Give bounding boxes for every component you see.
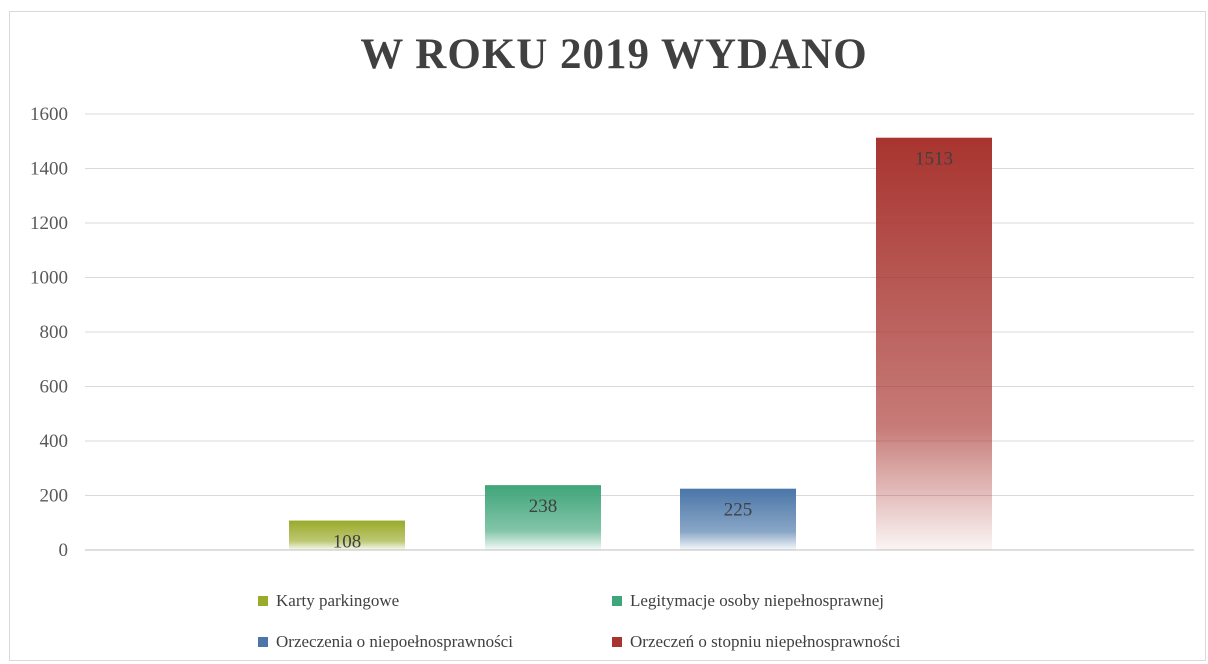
y-tick-label: 1600 [30, 104, 68, 125]
y-tick-label: 200 [40, 486, 69, 507]
data-label: 238 [529, 496, 558, 517]
bar [680, 488, 796, 550]
y-tick-label: 1200 [30, 213, 68, 234]
y-tick-label: 600 [40, 377, 69, 398]
y-tick-label: 1400 [30, 159, 68, 180]
chart-title: W ROKU 2019 WYDANO [360, 31, 868, 78]
gridlines [85, 113, 1194, 551]
bar [289, 520, 405, 550]
data-label: 1513 [915, 149, 953, 170]
y-tick-label: 800 [40, 322, 69, 343]
y-tick-label: 0 [59, 540, 69, 561]
y-tick-label: 400 [40, 431, 69, 452]
bars [289, 137, 992, 550]
data-label: 108 [333, 532, 362, 553]
y-tick-label: 1000 [30, 268, 68, 289]
data-labels: 108 238 225 1513 [333, 149, 953, 553]
data-label: 225 [724, 500, 753, 521]
bar [485, 485, 601, 550]
bar [876, 137, 992, 550]
chart-frame [9, 11, 1206, 661]
y-axis-tick-labels: 0 200 400 600 800 1000 1200 1400 1600 [30, 104, 68, 561]
